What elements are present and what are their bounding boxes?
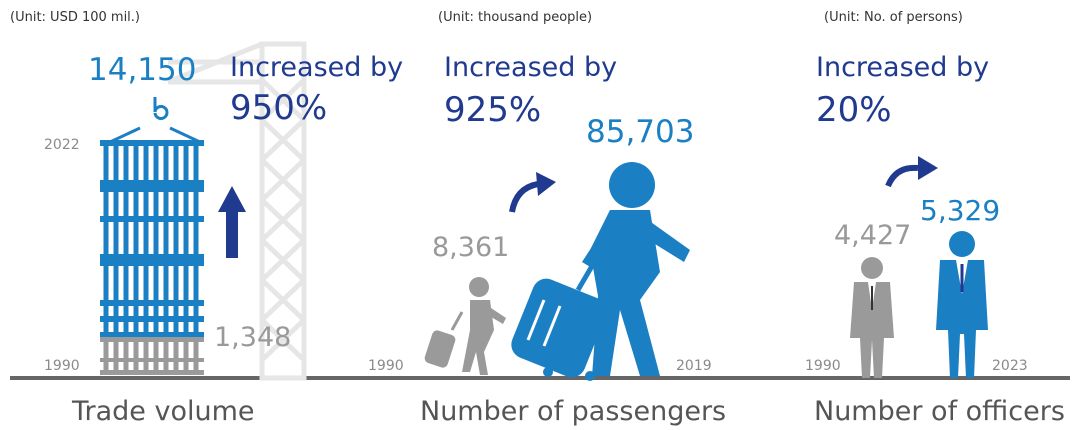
traveler-large-icon (511, 162, 690, 381)
officers-year-end: 2023 (992, 358, 1028, 374)
officers-increase-pct: 20% (816, 90, 892, 130)
officers-year-start: 1990 (805, 358, 841, 374)
passengers-increase-pct: 925% (444, 90, 542, 130)
traveler-small-icon (424, 277, 506, 375)
trade-value-1990: 1,348 (214, 322, 292, 353)
crane-illustration (167, 41, 307, 381)
passengers-title: Number of passengers (420, 396, 727, 427)
passengers-value-1990: 8,361 (432, 232, 510, 263)
officers-title: Number of officers (814, 396, 1065, 427)
passengers-year-start: 1990 (368, 358, 404, 374)
hook-icon (109, 97, 201, 144)
officers-value-2023: 5,329 (920, 194, 1001, 227)
officers-value-1990: 4,427 (834, 220, 912, 251)
curved-arrow-icon (509, 172, 556, 213)
trade-year-start: 1990 (44, 358, 80, 374)
up-arrow-icon (218, 186, 246, 258)
trade-value-2022: 14,150 (88, 52, 197, 88)
officer-small-icon (850, 257, 894, 378)
trade-title: Trade volume (72, 396, 255, 427)
container-stack-icon (100, 140, 204, 375)
officer-large-icon (936, 231, 988, 378)
trade-unit-label: (Unit: USD 100 mil.) (10, 10, 140, 25)
curved-arrow-icon-officers (885, 156, 938, 188)
trade-increase-label: Increased by (230, 52, 404, 83)
passengers-year-end: 2019 (676, 358, 712, 374)
trade-year-end: 2022 (44, 137, 80, 153)
baseline (10, 376, 1070, 380)
passengers-unit-label: (Unit: thousand people) (438, 10, 593, 25)
trade-increase-pct: 950% (230, 88, 328, 128)
officers-unit-label: (Unit: No. of persons) (824, 10, 963, 25)
officers-increase-label: Increased by (816, 52, 990, 83)
passengers-increase-label: Increased by (444, 52, 618, 83)
suitcase-stripes (526, 299, 562, 347)
passengers-value-2019: 85,703 (586, 114, 695, 150)
